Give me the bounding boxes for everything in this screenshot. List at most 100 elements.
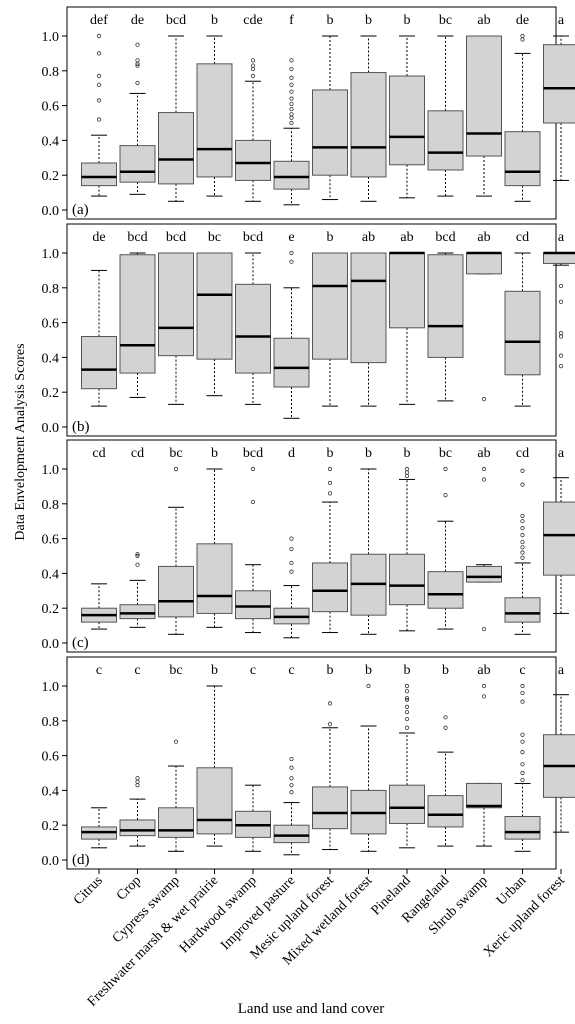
significance-letter: ab	[477, 663, 490, 678]
x-tick-label: Urban	[494, 873, 529, 908]
significance-letter: d	[288, 446, 295, 461]
y-tick-label: 0.2	[42, 819, 60, 834]
box-iqr	[351, 253, 386, 363]
panel-3: 0.00.20.40.60.81.0(c)cd cd bc b bcd d b b b bc ab c…	[42, 440, 575, 652]
box-hardwood-swamp: bcd	[236, 230, 271, 404]
outlier-point	[482, 684, 485, 687]
significance-letter: c	[519, 663, 525, 678]
box-cypress-swamp: bcd	[159, 230, 194, 404]
outlier-point	[521, 520, 524, 523]
y-tick-label: 0.4	[42, 351, 60, 366]
box-rangeland: b	[428, 663, 463, 846]
box-iqr	[467, 36, 502, 156]
outlier-point	[290, 547, 293, 550]
box-crop: c	[120, 663, 155, 846]
outlier-point	[521, 740, 524, 743]
box-citrus: cd	[82, 446, 117, 629]
box-iqr	[544, 253, 575, 263]
box-rangeland: bc	[428, 446, 463, 629]
box-iqr	[544, 502, 575, 575]
significance-letter: b	[442, 663, 449, 678]
outlier-point	[521, 700, 524, 703]
significance-letter: a	[558, 446, 565, 461]
y-tick-label: 1.0	[42, 680, 60, 695]
outlier-point	[559, 331, 562, 334]
outlier-point	[290, 116, 293, 119]
box-urban: cd	[505, 446, 540, 634]
outlier-point	[97, 83, 100, 86]
y-tick-label: 0.4	[42, 567, 60, 582]
outlier-point	[521, 38, 524, 41]
box-urban: c	[505, 663, 540, 851]
box-cypress-swamp: bcd	[159, 13, 194, 201]
box-iqr	[313, 787, 348, 829]
significance-letter: b	[365, 446, 372, 461]
significance-letter: cd	[516, 230, 529, 245]
box-urban: cd	[505, 230, 540, 406]
y-tick-label: 0.6	[42, 100, 60, 115]
significance-letter: f	[289, 13, 294, 28]
outlier-point	[405, 690, 408, 693]
box-iqr	[82, 337, 117, 389]
outlier-point	[444, 467, 447, 470]
outlier-point	[405, 474, 408, 477]
box-iqr	[274, 825, 309, 842]
outlier-point	[444, 726, 447, 729]
outlier-point	[521, 526, 524, 529]
outlier-point	[328, 481, 331, 484]
outlier-point	[482, 478, 485, 481]
significance-letter: de	[516, 13, 529, 28]
box-hardwood-swamp: cde	[236, 13, 271, 201]
significance-letter: bc	[169, 663, 182, 678]
y-tick-label: 0.6	[42, 533, 60, 548]
outlier-point	[521, 684, 524, 687]
box-improved-pasture: c	[274, 663, 309, 855]
y-tick-label: 0.8	[42, 498, 60, 513]
significance-letter: b	[404, 446, 411, 461]
significance-letter: b	[211, 446, 218, 461]
box-iqr	[120, 605, 155, 619]
box-hardwood-swamp: bcd	[236, 446, 271, 633]
box-iqr	[313, 253, 348, 359]
box-rangeland: bc	[428, 13, 463, 196]
outlier-point	[97, 118, 100, 121]
outlier-point	[405, 467, 408, 470]
outlier-point	[482, 695, 485, 698]
outlier-point	[290, 260, 293, 263]
box-iqr	[467, 783, 502, 807]
significance-letter: c	[134, 663, 140, 678]
outlier-point	[521, 533, 524, 536]
significance-letter: bc	[439, 13, 452, 28]
outlier-point	[559, 335, 562, 338]
outlier-point	[521, 540, 524, 543]
box-crop: de	[120, 13, 155, 194]
x-axis-title: Land use and land cover	[238, 1001, 385, 1017]
box-crop: bcd	[120, 230, 155, 397]
box-pineland: b	[390, 663, 425, 848]
box-iqr	[505, 817, 540, 840]
significance-letter: a	[558, 663, 565, 678]
x-tick-label: Citrus	[71, 873, 106, 908]
box-iqr	[428, 572, 463, 609]
outlier-point	[328, 702, 331, 705]
y-tick-label: 1.0	[42, 247, 60, 262]
significance-letter: de	[131, 13, 144, 28]
box-iqr	[505, 598, 540, 622]
outlier-point	[328, 467, 331, 470]
outlier-point	[521, 551, 524, 554]
panel-4: 0.00.20.40.60.81.0(d)c c bc b c c b b b b ab c aCitr…	[42, 657, 575, 1010]
outlier-point	[521, 778, 524, 781]
y-tick-label: 0.8	[42, 715, 60, 730]
outlier-point	[521, 763, 524, 766]
box-shrub-swamp: ab	[467, 230, 502, 401]
outlier-point	[521, 483, 524, 486]
significance-letter: bc	[439, 446, 452, 461]
box-freshwater-marsh-wet-prairie: bc	[197, 230, 232, 396]
significance-letter: def	[90, 13, 108, 28]
y-tick-label: 0.2	[42, 602, 60, 617]
box-iqr	[544, 45, 575, 123]
outlier-point	[251, 59, 254, 62]
outlier-point	[290, 121, 293, 124]
significance-letter: cd	[516, 446, 529, 461]
outlier-point	[521, 546, 524, 549]
